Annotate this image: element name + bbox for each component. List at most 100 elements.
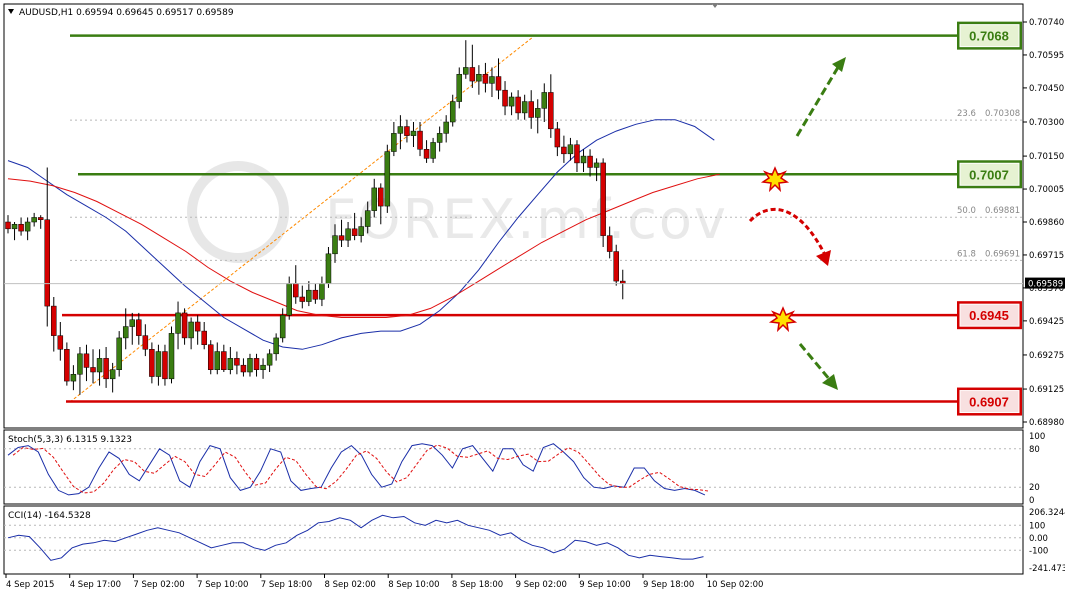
price-axis-label: 0.70005 (1029, 185, 1064, 195)
candle-body (482, 74, 489, 84)
candle-body (253, 358, 260, 370)
scenario-arrows (748, 57, 846, 390)
time-axis-label: 7 Sep 18:00 (261, 580, 312, 590)
candle-body (260, 364, 266, 370)
candle-body (417, 130, 423, 150)
down-arrow (798, 343, 832, 381)
level-box-label: 0.7068 (969, 29, 1009, 44)
price-axis-label: 0.70150 (1029, 152, 1064, 162)
candle-body (37, 217, 44, 220)
candle-body (70, 374, 77, 382)
candle-body (103, 358, 109, 380)
time-axis-label: 9 Sep 18:00 (643, 580, 694, 590)
candle-body (423, 149, 430, 159)
time-axis-label: 4 Sep 2015 (6, 580, 54, 590)
candle-body (116, 337, 122, 370)
candle-body (521, 101, 528, 114)
fib-trend-line (69, 36, 534, 403)
break-star-icon (760, 166, 790, 193)
candle-body (620, 280, 626, 284)
stoch-main-line (7, 443, 706, 496)
candle-body (378, 187, 384, 207)
candle-body (240, 364, 247, 373)
stoch-panel (3, 429, 1024, 505)
candle-body (90, 367, 96, 373)
chart-shift-marker-icon[interactable] (712, 4, 718, 8)
candle-body (312, 289, 319, 300)
time-axis-label: 7 Sep 10:00 (197, 580, 248, 590)
reversal-arrow (748, 207, 827, 256)
candle-body (83, 353, 90, 368)
time-axis: 4 Sep 2015 4 Sep 17:00 7 Sep 02:00 7 Sep 10… (5, 574, 763, 590)
candle-body (364, 210, 371, 227)
down-arrow-head-icon (822, 374, 838, 390)
time-axis-label: 7 Sep 02:00 (133, 580, 184, 590)
candle-body (502, 89, 508, 107)
candle-body (227, 358, 234, 370)
ma-fast-line (7, 119, 715, 350)
level-box-label: 0.6945 (969, 308, 1009, 323)
candle-body (168, 333, 175, 380)
candle-body (325, 253, 332, 284)
candle-body (554, 128, 561, 148)
price-axis-label: 0.69715 (1029, 251, 1064, 261)
candle-body (136, 319, 142, 336)
candle-body (606, 235, 613, 252)
candle-body (18, 224, 24, 232)
time-axis-label: 8 Sep 10:00 (388, 580, 439, 590)
stoch-axis-label: 0 (1029, 496, 1034, 506)
level-lines (62, 34, 957, 403)
candle-body (358, 226, 364, 236)
cci-axis-label: 100 (1029, 521, 1045, 531)
candle-body (515, 96, 521, 114)
cci-axis-label: 206.3244 (1029, 508, 1065, 518)
candle-body (508, 96, 515, 107)
candle-body (404, 126, 410, 136)
candle-body (57, 335, 64, 350)
candle-body (234, 358, 240, 366)
fib-ratio-label: 61.8 (957, 249, 976, 259)
cci-axis-label: -241.4735 (1029, 564, 1065, 574)
price-axis-label: 0.68980 (1029, 418, 1064, 428)
candle-body (299, 296, 306, 302)
price-axis-label: 0.69275 (1029, 351, 1064, 361)
candle-body (528, 101, 534, 118)
candle-body (175, 312, 181, 334)
candle-body (397, 126, 404, 134)
candle-body (600, 162, 606, 236)
candle-body (463, 67, 469, 75)
candle-body (181, 312, 188, 339)
fib-price-label: 0.69691 (985, 249, 1020, 259)
level-box-label: 0.6907 (969, 395, 1009, 410)
candle-body (155, 351, 162, 377)
price-axis-label: 0.69860 (1029, 218, 1064, 228)
candle-body (51, 305, 57, 336)
current-price-tag: 0.69589 (1025, 277, 1065, 290)
cci-axis-label: -100 (1029, 546, 1048, 556)
candle-body (593, 162, 600, 168)
stoch-axis: 100 80 20 0 (1029, 432, 1045, 506)
candle-body (293, 283, 299, 298)
candle-body (469, 67, 476, 82)
candles (5, 40, 626, 395)
time-axis-label: 4 Sep 17:00 (70, 580, 121, 590)
stoch-axis-label: 20 (1029, 483, 1040, 493)
candle-body (24, 221, 31, 232)
candle-body (567, 144, 574, 155)
stoch-axis-label: 80 (1029, 445, 1040, 455)
candle-body (371, 187, 377, 211)
candle-body (561, 146, 567, 155)
price-axis-label: 0.69570 (1029, 284, 1064, 294)
break-star-icon (768, 306, 798, 333)
candle-body (489, 76, 495, 84)
candle-body (319, 283, 325, 300)
current-price-value: 0.69589 (1028, 280, 1063, 290)
candle-body (541, 92, 548, 109)
candle-body (266, 353, 273, 366)
candle-body (109, 369, 116, 380)
candle-body (129, 319, 136, 327)
candle-body (5, 221, 11, 230)
fib-price-label: 0.69881 (985, 206, 1020, 216)
candle-body (221, 351, 227, 370)
